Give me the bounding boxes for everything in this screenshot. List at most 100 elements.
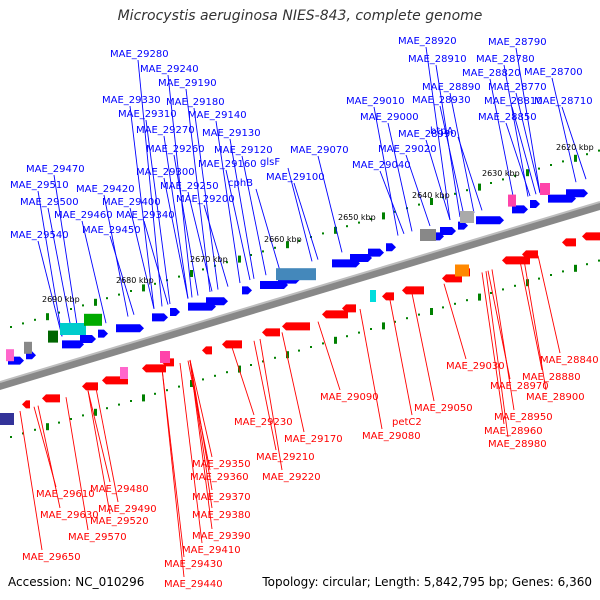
- leader-line: [379, 170, 405, 234]
- forward-gene: [62, 340, 84, 349]
- leader-line: [231, 347, 255, 416]
- scale-tick: [202, 378, 204, 381]
- forward-gene: [386, 243, 396, 252]
- scale-tick: [598, 149, 600, 152]
- reverse-gene: [262, 328, 280, 337]
- gene-label-forward: MAE_29200: [176, 194, 235, 205]
- scale-tick: [238, 255, 241, 263]
- scale-tick: [274, 356, 276, 359]
- leader-line: [259, 338, 283, 471]
- gene-label-forward: MAE_29100: [266, 172, 325, 183]
- gene-label-reverse: MAE_29630: [40, 510, 99, 521]
- gene-label-forward: MAE_29280: [110, 49, 169, 60]
- gene-label-forward: MAE_29000: [360, 112, 419, 123]
- scale-tick: [538, 277, 540, 280]
- feature-block: [84, 313, 102, 326]
- reverse-gene: [402, 286, 424, 295]
- leader-line: [37, 190, 63, 337]
- leader-line: [281, 332, 305, 433]
- reverse-gene: [222, 340, 242, 349]
- gene-label-forward: MAE_28810: [484, 96, 543, 107]
- scale-tick: [58, 421, 60, 424]
- gene-label-forward: MAE_29540: [10, 230, 69, 241]
- scale-tick: [250, 254, 252, 256]
- gene-label-forward: MAE_28820: [462, 68, 521, 79]
- scale-tick: [190, 270, 193, 277]
- feature-block: [508, 194, 516, 207]
- gene-label-forward: MAE_29180: [166, 97, 225, 108]
- leader-line: [389, 299, 413, 416]
- scale-tick: [286, 241, 289, 249]
- gene-label-reverse: petC2: [392, 417, 422, 428]
- kbp-label: 2630 kbp: [482, 169, 520, 178]
- scale-tick: [490, 292, 492, 294]
- forward-gene: [98, 329, 108, 338]
- backbone: [0, 202, 600, 390]
- backbone-highlight: [0, 201, 600, 383]
- gene-label-forward: MAE_29190: [158, 78, 217, 89]
- leader-line: [439, 105, 465, 216]
- feature-block: [24, 341, 32, 354]
- scale-tick: [562, 270, 564, 273]
- leader-line: [37, 240, 63, 337]
- leader-line: [225, 169, 251, 281]
- gene-label-reverse: MAE_29030: [446, 361, 505, 372]
- scale-tick: [538, 167, 540, 170]
- kbp-label: 2650 kbp: [338, 213, 376, 222]
- scale-tick: [130, 400, 132, 402]
- reverse-gene: [82, 382, 98, 391]
- scale-tick: [322, 232, 324, 235]
- leader-line: [143, 220, 169, 305]
- kbp-label: 2660 kbp: [264, 235, 302, 244]
- leader-line: [253, 340, 277, 451]
- reverse-gene: [142, 364, 166, 373]
- scale-tick: [562, 160, 564, 163]
- scale-tick: [94, 408, 97, 416]
- scale-tick: [478, 293, 481, 301]
- forward-gene: [152, 313, 168, 322]
- scale-tick: [550, 164, 552, 166]
- gene-label-reverse: MAE_29520: [90, 516, 149, 527]
- leader-line: [167, 74, 193, 298]
- gene-label-reverse: MAE_29490: [98, 504, 157, 515]
- forward-gene: [170, 308, 180, 316]
- kbp-label: 2620 kbp: [556, 143, 594, 152]
- reverse-gene: [322, 310, 348, 319]
- scale-tick: [106, 407, 108, 410]
- feature-block: [0, 413, 14, 425]
- kbp-label: 2640 kbp: [412, 191, 450, 200]
- scale-tick: [574, 264, 577, 272]
- gene-label-forward: MAE_29240: [140, 64, 199, 75]
- scale-tick: [22, 322, 24, 325]
- gene-label-forward: MAE_29400: [102, 197, 161, 208]
- gene-label-reverse: MAE_28900: [526, 392, 585, 403]
- scale-tick: [454, 192, 456, 195]
- gene-label-reverse: MAE_28840: [540, 355, 599, 366]
- forward-gene: [242, 286, 252, 295]
- gene-label-forward: cphB: [228, 178, 253, 189]
- scale-tick: [298, 349, 300, 352]
- feature-block: [6, 349, 14, 362]
- gene-label-forward: MAE_28990: [398, 129, 457, 140]
- gene-label-forward: MAE_28790: [488, 37, 547, 48]
- gene-label-reverse: MAE_29480: [90, 484, 149, 495]
- forward-gene: [512, 205, 528, 214]
- scale-tick: [58, 311, 60, 314]
- gene-label-forward: MAE_29040: [352, 160, 411, 171]
- leader-line: [189, 359, 213, 458]
- feature-block: [460, 211, 474, 223]
- scale-tick: [502, 178, 504, 181]
- page-title: Microcystis aeruginosa NIES-843, complet…: [117, 8, 483, 24]
- scale-tick: [82, 414, 84, 417]
- gene-label-forward: glsF: [260, 157, 280, 168]
- leader-line: [161, 368, 185, 578]
- scale-tick: [586, 263, 588, 266]
- leader-line: [87, 390, 111, 515]
- gene-label-reverse: MAE_28970: [490, 381, 549, 392]
- forward-gene: [80, 335, 96, 343]
- leader-line: [457, 136, 483, 211]
- scale-tick: [262, 360, 264, 363]
- leader-line: [193, 107, 219, 290]
- reverse-gene: [562, 238, 576, 247]
- reverse-gene: [42, 394, 60, 403]
